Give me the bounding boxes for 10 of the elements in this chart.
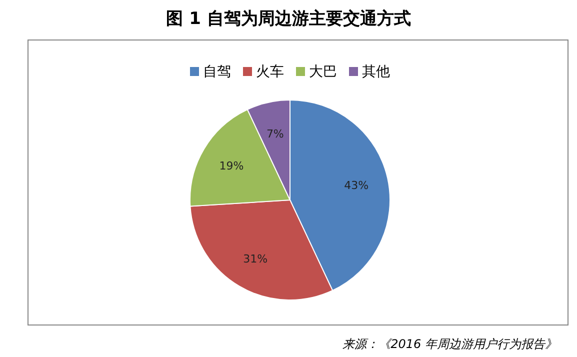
data-label: 43% — [344, 179, 369, 192]
legend-label: 大巴 — [309, 64, 337, 80]
data-label: 31% — [243, 252, 268, 266]
legend-label: 火车 — [256, 64, 284, 80]
chart-title: 图 1 自驾为周边游主要交通方式 — [166, 9, 411, 29]
data-label: 19% — [219, 159, 244, 172]
source-note: 来源：《2016 年周边游用户行为报告》 — [342, 337, 557, 351]
data-label: 7% — [266, 128, 284, 141]
legend-label: 其他 — [362, 64, 390, 80]
legend-label: 自驾 — [203, 64, 231, 80]
